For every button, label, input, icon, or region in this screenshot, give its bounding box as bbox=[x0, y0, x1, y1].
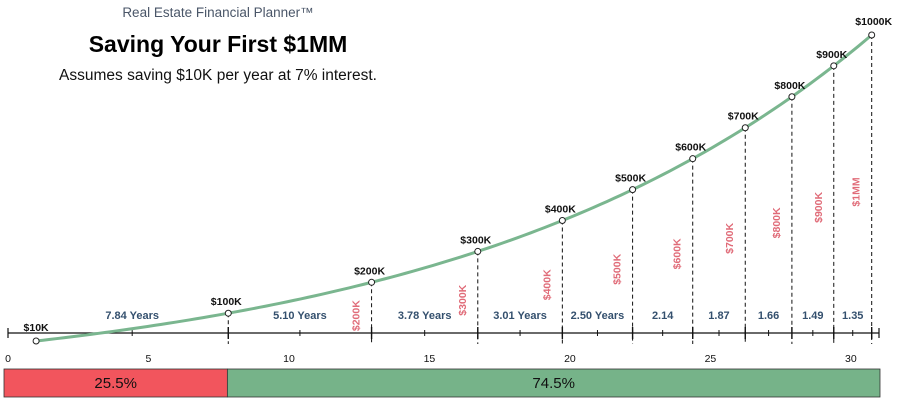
curve-point bbox=[689, 155, 697, 163]
timeline-group: 0 5 10 15 20 25 30 7.84 Years 5.10 Years $200K 3.7… bbox=[5, 35, 880, 365]
x-tick-label: 10 bbox=[283, 353, 295, 365]
curve-point bbox=[474, 247, 482, 255]
milestone-vertical-label: $300K bbox=[457, 284, 469, 315]
x-tick-label: 25 bbox=[705, 353, 717, 365]
segment-duration-label: 1.49 bbox=[802, 310, 823, 322]
curve-point bbox=[788, 93, 796, 101]
segment-duration-label: 2.50 Years bbox=[571, 310, 625, 322]
curve-point bbox=[868, 31, 876, 39]
milestone-vertical-label: $800K bbox=[771, 207, 783, 238]
x-tick-label: 30 bbox=[845, 353, 857, 365]
segment-duration-label: 1.87 bbox=[708, 310, 729, 322]
milestone-vertical-label: $500K bbox=[612, 253, 624, 284]
curve-point-label: $600K bbox=[675, 142, 706, 154]
segment-duration-label: 2.14 bbox=[652, 310, 674, 322]
curve-point-label: $400K bbox=[545, 204, 576, 216]
x-tick-label: 15 bbox=[424, 353, 436, 365]
x-tick-label: 5 bbox=[146, 353, 152, 365]
chart-subtitle: Assumes saving $10K per year at 7% inter… bbox=[59, 67, 377, 84]
milestone-vertical-label: $600K bbox=[672, 238, 684, 269]
time-share-bar: 25.5% 74.5% bbox=[3, 368, 881, 398]
share-segment-label: 25.5% bbox=[94, 375, 137, 392]
curve-point-label: $100K bbox=[211, 296, 242, 308]
x-tick-label: 0 bbox=[5, 353, 11, 365]
curve-point-label: $1000K bbox=[855, 16, 892, 28]
x-tick-label: 20 bbox=[564, 353, 576, 365]
curve-point bbox=[830, 62, 838, 70]
share-segment-label: 74.5% bbox=[532, 375, 575, 392]
curve-point-label: $900K bbox=[816, 49, 847, 61]
segment-duration-label: 1.35 bbox=[842, 310, 863, 322]
curve-point bbox=[32, 337, 40, 345]
curve-point-label: $10K bbox=[24, 322, 50, 334]
milestone-vertical-label: $700K bbox=[724, 222, 736, 253]
segment-duration-label: 3.01 Years bbox=[493, 310, 547, 322]
curve-point-label: $200K bbox=[354, 265, 385, 277]
curve-point bbox=[629, 186, 637, 194]
curve-point bbox=[741, 124, 749, 132]
segment-duration-label: 3.78 Years bbox=[398, 310, 452, 322]
curve-point-label: $700K bbox=[728, 111, 759, 123]
milestone-vertical-label: $1MM bbox=[851, 177, 863, 206]
savings-curve-group: $10K $100K $200K $300K $400K $500K $600K $700K $… bbox=[24, 16, 893, 345]
segment-duration-label: 5.10 Years bbox=[273, 310, 327, 322]
curve-point bbox=[558, 217, 566, 225]
milestone-vertical-label: $900K bbox=[813, 192, 825, 223]
brand-name: Real Estate Financial Planner™ bbox=[122, 5, 313, 20]
segment-duration-label: 1.66 bbox=[758, 310, 779, 322]
share-segment-late bbox=[226, 368, 881, 398]
milestone-vertical-label: $200K bbox=[351, 300, 363, 331]
curve-point-label: $500K bbox=[615, 173, 646, 185]
milestone-vertical-label: $400K bbox=[541, 269, 553, 300]
curve-point-label: $800K bbox=[774, 80, 805, 92]
savings-curve-line bbox=[35, 33, 873, 343]
curve-point bbox=[368, 278, 376, 286]
curve-point-label: $300K bbox=[460, 234, 491, 246]
share-segment-early bbox=[3, 368, 228, 398]
curve-point bbox=[224, 309, 232, 317]
segment-duration-label: 7.84 Years bbox=[105, 310, 159, 322]
chart-title: Saving Your First $1MM bbox=[89, 31, 348, 57]
